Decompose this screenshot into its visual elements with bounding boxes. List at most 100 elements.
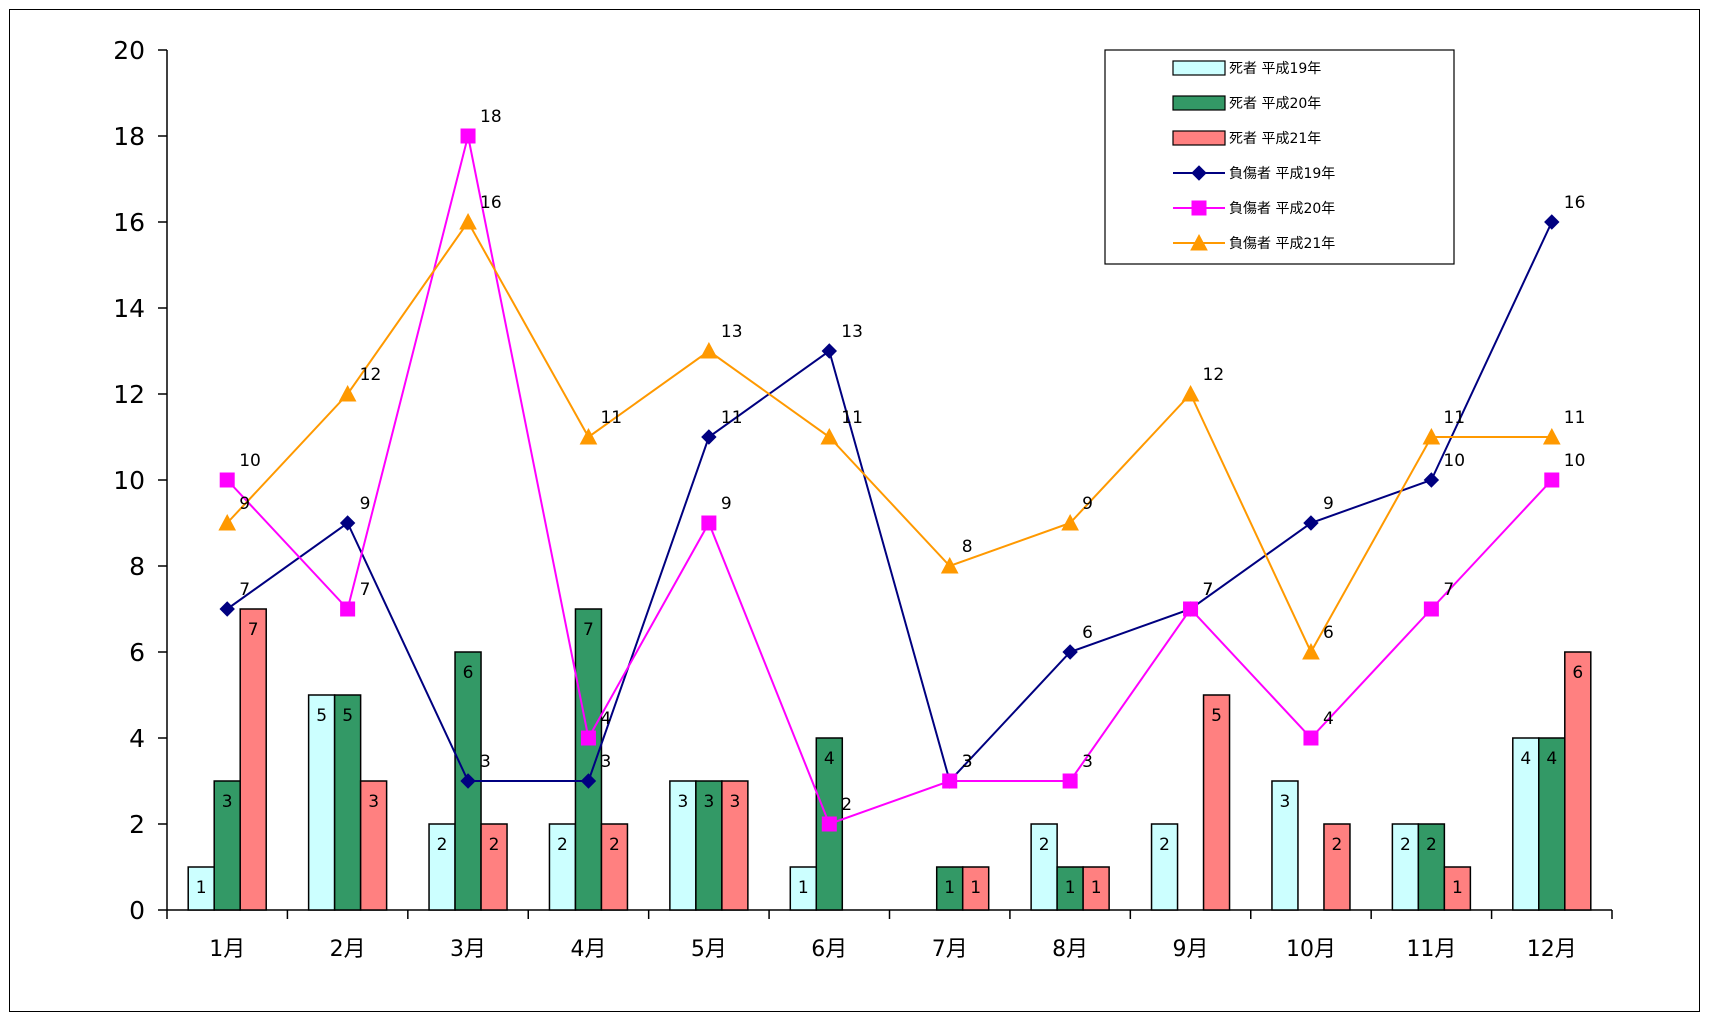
line-data-label: 11 [721, 408, 743, 428]
bar [1150, 823, 1179, 911]
bar-data-label: 2 [1159, 835, 1170, 855]
bar-data-label: 6 [463, 663, 474, 683]
line-point [1181, 384, 1200, 402]
bar-data-label: 4 [1520, 749, 1531, 769]
legend-label: 死者 平成21年 [1229, 131, 1321, 147]
line-point [700, 341, 718, 359]
bar-data-label: 3 [703, 792, 714, 812]
line-point [219, 601, 235, 617]
line-data-label: 8 [962, 537, 973, 557]
line-point [1542, 427, 1561, 445]
line-data-label: 3 [962, 752, 973, 772]
line-point [1062, 773, 1078, 789]
x-tick-label: 6月 [811, 937, 847, 962]
bar-data-label: 2 [489, 835, 500, 855]
line-data-label: 7 [360, 580, 371, 600]
series-line [226, 135, 1553, 826]
bar-data-label: 4 [1546, 749, 1557, 769]
y-tick-label: 0 [129, 896, 145, 925]
x-tick-label: 4月 [570, 937, 606, 962]
bar [574, 608, 603, 911]
line-point [1303, 515, 1319, 531]
line-data-label: 7 [1203, 580, 1214, 600]
line-point [580, 773, 597, 789]
bar [961, 866, 990, 911]
bar-data-label: 3 [368, 792, 379, 812]
bar-data-label: 6 [1572, 663, 1583, 683]
bar [1512, 737, 1540, 911]
bar-data-label: 2 [1039, 835, 1050, 855]
line-data-label: 4 [600, 709, 611, 729]
line-data-label: 3 [480, 752, 491, 772]
series-line [226, 221, 1553, 783]
bar [789, 866, 818, 911]
bar [187, 866, 215, 911]
bar [695, 780, 723, 911]
x-tick-label: 3月 [450, 937, 486, 962]
bar [721, 780, 749, 911]
line-point [1191, 200, 1207, 216]
legend-swatch [1172, 95, 1226, 111]
line-point [942, 773, 958, 789]
line-point [579, 427, 598, 445]
bar-data-label: 3 [222, 792, 233, 812]
line-data-label: 9 [360, 494, 371, 514]
x-tick-label: 10月 [1286, 937, 1336, 962]
line-point [1422, 427, 1441, 445]
bar-data-label: 1 [944, 878, 955, 898]
line-point [1302, 642, 1320, 660]
line-point [339, 515, 356, 531]
line-data-label: 18 [480, 107, 502, 127]
bar-data-label: 3 [729, 792, 740, 812]
bar-data-label: 3 [677, 792, 688, 812]
bar-data-label: 5 [316, 706, 327, 726]
x-tick-label: 11月 [1406, 937, 1456, 962]
y-tick-label: 8 [129, 552, 145, 581]
x-tick-label: 1月 [209, 937, 245, 962]
bar [1030, 823, 1058, 911]
line-data-label: 11 [1443, 408, 1465, 428]
line-point [821, 343, 837, 359]
line-data-label: 9 [721, 494, 732, 514]
y-tick-label: 20 [113, 36, 145, 65]
bar-data-label: 1 [1065, 878, 1076, 898]
line-point [1423, 601, 1439, 617]
bar-data-label: 5 [1211, 706, 1222, 726]
line-point [1303, 730, 1319, 746]
y-tick-label: 16 [113, 208, 145, 237]
bar-data-label: 2 [1332, 835, 1343, 855]
bar [333, 694, 362, 911]
line-point [1544, 214, 1560, 230]
bar-data-label: 1 [798, 878, 809, 898]
line-data-label: 6 [1082, 623, 1093, 643]
bar-data-label: 2 [609, 835, 620, 855]
legend-swatch [1172, 130, 1226, 146]
bar [1564, 651, 1592, 911]
line-point [580, 730, 596, 746]
line-point [218, 513, 237, 531]
y-tick-label: 12 [113, 380, 145, 409]
y-tick-label: 18 [113, 122, 145, 151]
legend-label: 負傷者 平成19年 [1229, 166, 1335, 182]
line-point [821, 816, 837, 832]
bar [480, 823, 508, 911]
line-data-label: 10 [1564, 451, 1586, 471]
bar [1082, 866, 1110, 911]
bar-data-label: 1 [196, 878, 207, 898]
legend-label: 死者 平成20年 [1229, 96, 1321, 112]
x-tick-label: 9月 [1173, 937, 1209, 962]
line-data-label: 16 [1564, 193, 1586, 213]
bar-data-label: 2 [557, 835, 568, 855]
bar [239, 608, 267, 911]
bar [1538, 737, 1566, 911]
bar [1202, 694, 1231, 911]
line-point [1544, 472, 1560, 488]
bar [1056, 866, 1084, 911]
line-data-label: 11 [1564, 408, 1586, 428]
line-data-label: 7 [1203, 580, 1214, 600]
line-data-label: 16 [480, 193, 502, 213]
bar-data-label: 1 [1091, 878, 1102, 898]
bar [1323, 823, 1351, 911]
bar-data-label: 1 [970, 878, 981, 898]
